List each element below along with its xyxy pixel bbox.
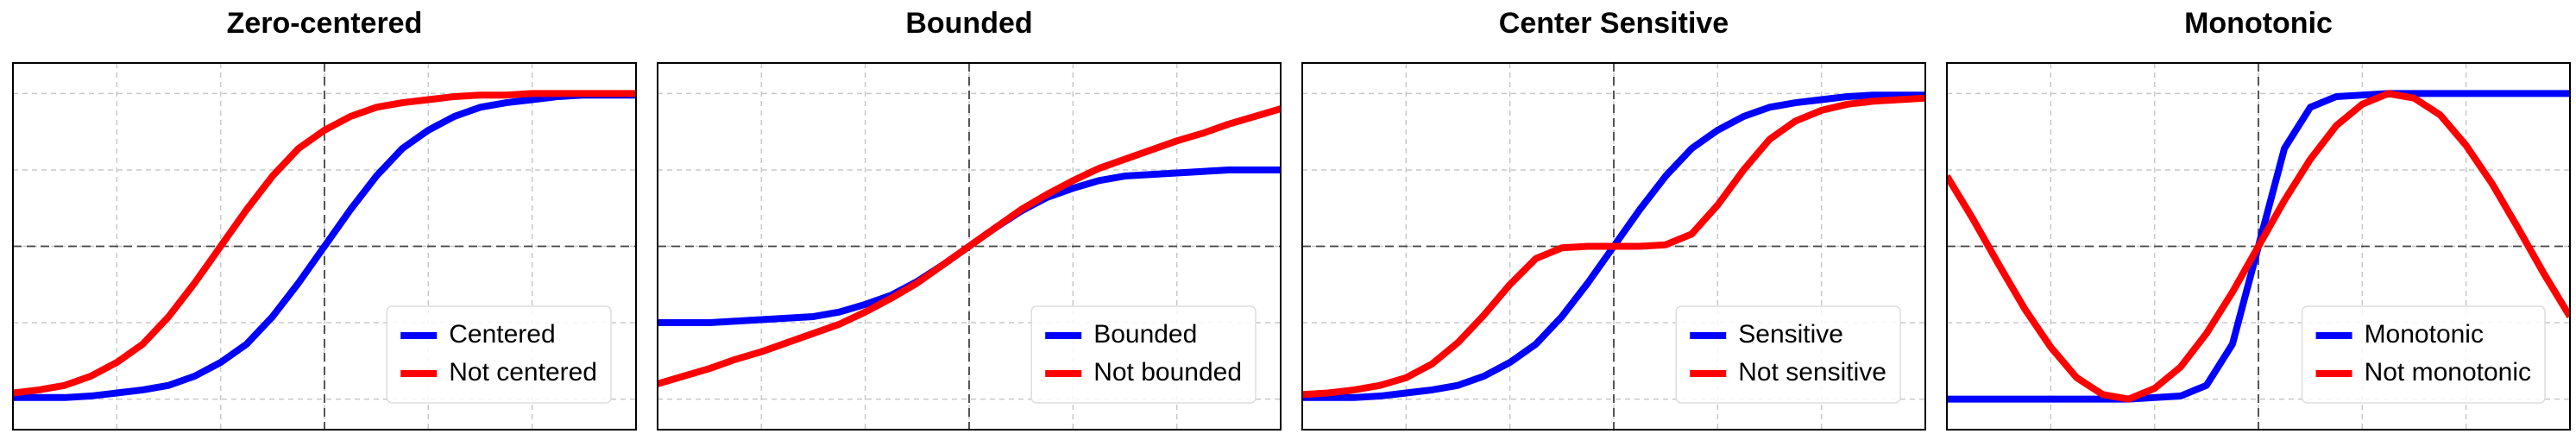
series-line (1302, 94, 1925, 399)
legend-label: Centered (449, 320, 555, 349)
chart-title: Zero-centered (227, 7, 423, 40)
legend-label: Not centered (449, 358, 597, 387)
legend-label: Not bounded (1093, 358, 1242, 387)
chart-title: Bounded (905, 7, 1032, 40)
plot-frame (657, 62, 1282, 431)
legend-label: Monotonic (2365, 320, 2484, 349)
series-line (1947, 90, 2570, 403)
legend-label: Sensitive (1738, 320, 1843, 349)
legend-box (1675, 305, 1901, 404)
plot-frame (1946, 62, 2571, 431)
chart-title: Center Sensitive (1499, 7, 1729, 40)
legend-label: Not monotonic (2365, 358, 2531, 387)
series-line (13, 90, 636, 397)
legend-label: Not sensitive (1738, 358, 1886, 387)
legend-box (386, 305, 612, 404)
chart-title: Monotonic (2184, 7, 2333, 40)
plot-frame (1301, 62, 1926, 431)
series-line (13, 91, 636, 401)
legend-label: Bounded (1093, 320, 1197, 349)
legend-box (1030, 305, 1257, 404)
legend-box (2301, 305, 2546, 404)
plot-frame (12, 62, 637, 431)
series-line (658, 105, 1281, 387)
